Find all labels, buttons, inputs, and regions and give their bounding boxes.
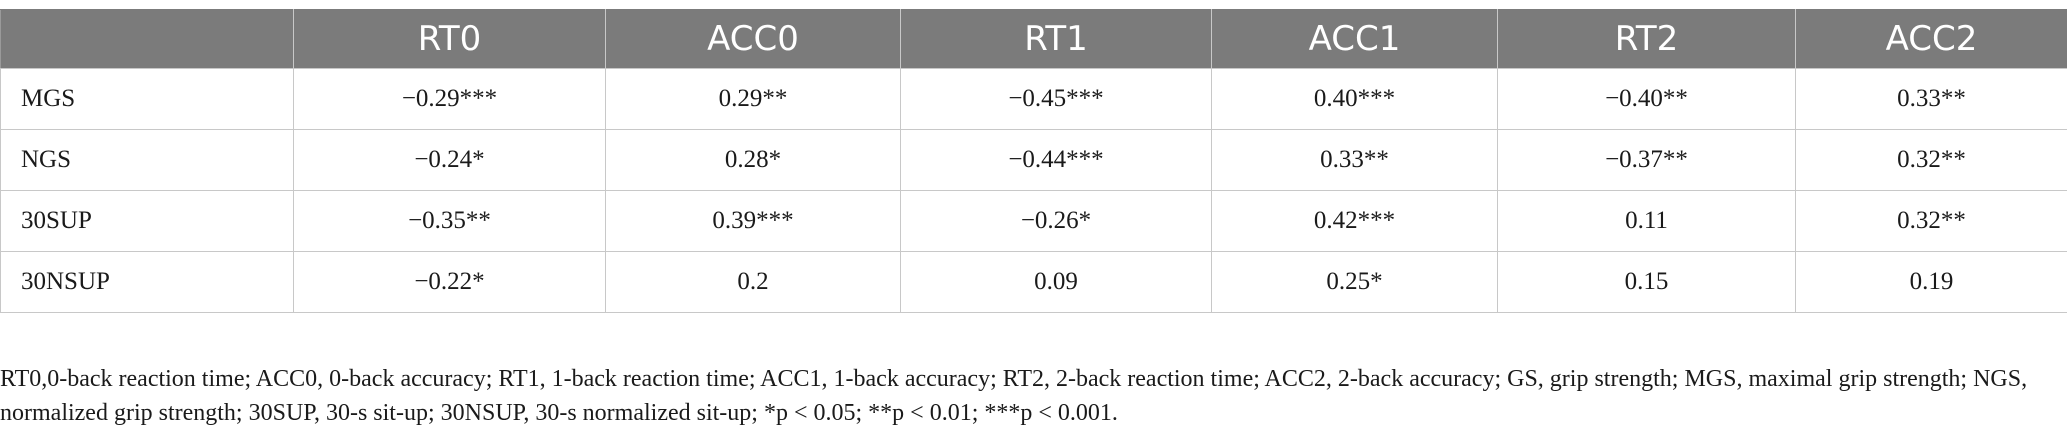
table-cell: 0.42*** <box>1211 190 1498 252</box>
table-cell: 0.2 <box>605 251 901 313</box>
table-footnote: RT0,0-back reaction time; ACC0, 0-back a… <box>0 366 2028 426</box>
table-cell: −0.29*** <box>293 68 606 130</box>
table-cell: −0.37** <box>1497 129 1796 191</box>
table-cell: 0.19 <box>1795 251 2067 313</box>
table-row: MGS −0.29*** 0.29** −0.45*** 0.40*** −0.… <box>0 68 2067 130</box>
header-cell-corner <box>0 9 294 69</box>
table-cell: −0.40** <box>1497 68 1796 130</box>
table-cell: 0.32** <box>1795 129 2067 191</box>
table-cell: −0.35** <box>293 190 606 252</box>
table-cell: 0.25* <box>1211 251 1498 313</box>
header-cell-acc0: ACC0 <box>605 9 901 69</box>
header-cell-acc2: ACC2 <box>1795 9 2067 69</box>
table-cell: −0.24* <box>293 129 606 191</box>
table-cell: 0.09 <box>900 251 1212 313</box>
table-row: NGS −0.24* 0.28* −0.44*** 0.33** −0.37**… <box>0 129 2067 191</box>
correlation-table: RT0 ACC0 RT1 ACC1 RT2 ACC2 MGS −0.29*** … <box>0 9 2067 313</box>
table-cell: 0.15 <box>1497 251 1796 313</box>
row-label-mgs: MGS <box>0 68 294 130</box>
table-cell: −0.44*** <box>900 129 1212 191</box>
table-cell: 0.33** <box>1795 68 2067 130</box>
table-cell: 0.32** <box>1795 190 2067 252</box>
table-cell: 0.29** <box>605 68 901 130</box>
table-cell: 0.39*** <box>605 190 901 252</box>
correlation-table-container: RT0 ACC0 RT1 ACC1 RT2 ACC2 MGS −0.29*** … <box>0 9 2067 313</box>
table-cell: −0.45*** <box>900 68 1212 130</box>
table-cell: −0.22* <box>293 251 606 313</box>
table-cell: 0.11 <box>1497 190 1796 252</box>
table-row: 30SUP −0.35** 0.39*** −0.26* 0.42*** 0.1… <box>0 190 2067 252</box>
table-cell: 0.33** <box>1211 129 1498 191</box>
row-label-30nsup: 30NSUP <box>0 251 294 313</box>
row-label-ngs: NGS <box>0 129 294 191</box>
row-label-30sup: 30SUP <box>0 190 294 252</box>
header-cell-acc1: ACC1 <box>1211 9 1498 69</box>
table-header-row: RT0 ACC0 RT1 ACC1 RT2 ACC2 <box>0 9 2067 69</box>
table-cell: −0.26* <box>900 190 1212 252</box>
table-cell: 0.28* <box>605 129 901 191</box>
header-cell-rt1: RT1 <box>900 9 1212 69</box>
table-cell: 0.40*** <box>1211 68 1498 130</box>
header-cell-rt0: RT0 <box>293 9 606 69</box>
header-cell-rt2: RT2 <box>1497 9 1796 69</box>
table-row: 30NSUP −0.22* 0.2 0.09 0.25* 0.15 0.19 <box>0 251 2067 313</box>
